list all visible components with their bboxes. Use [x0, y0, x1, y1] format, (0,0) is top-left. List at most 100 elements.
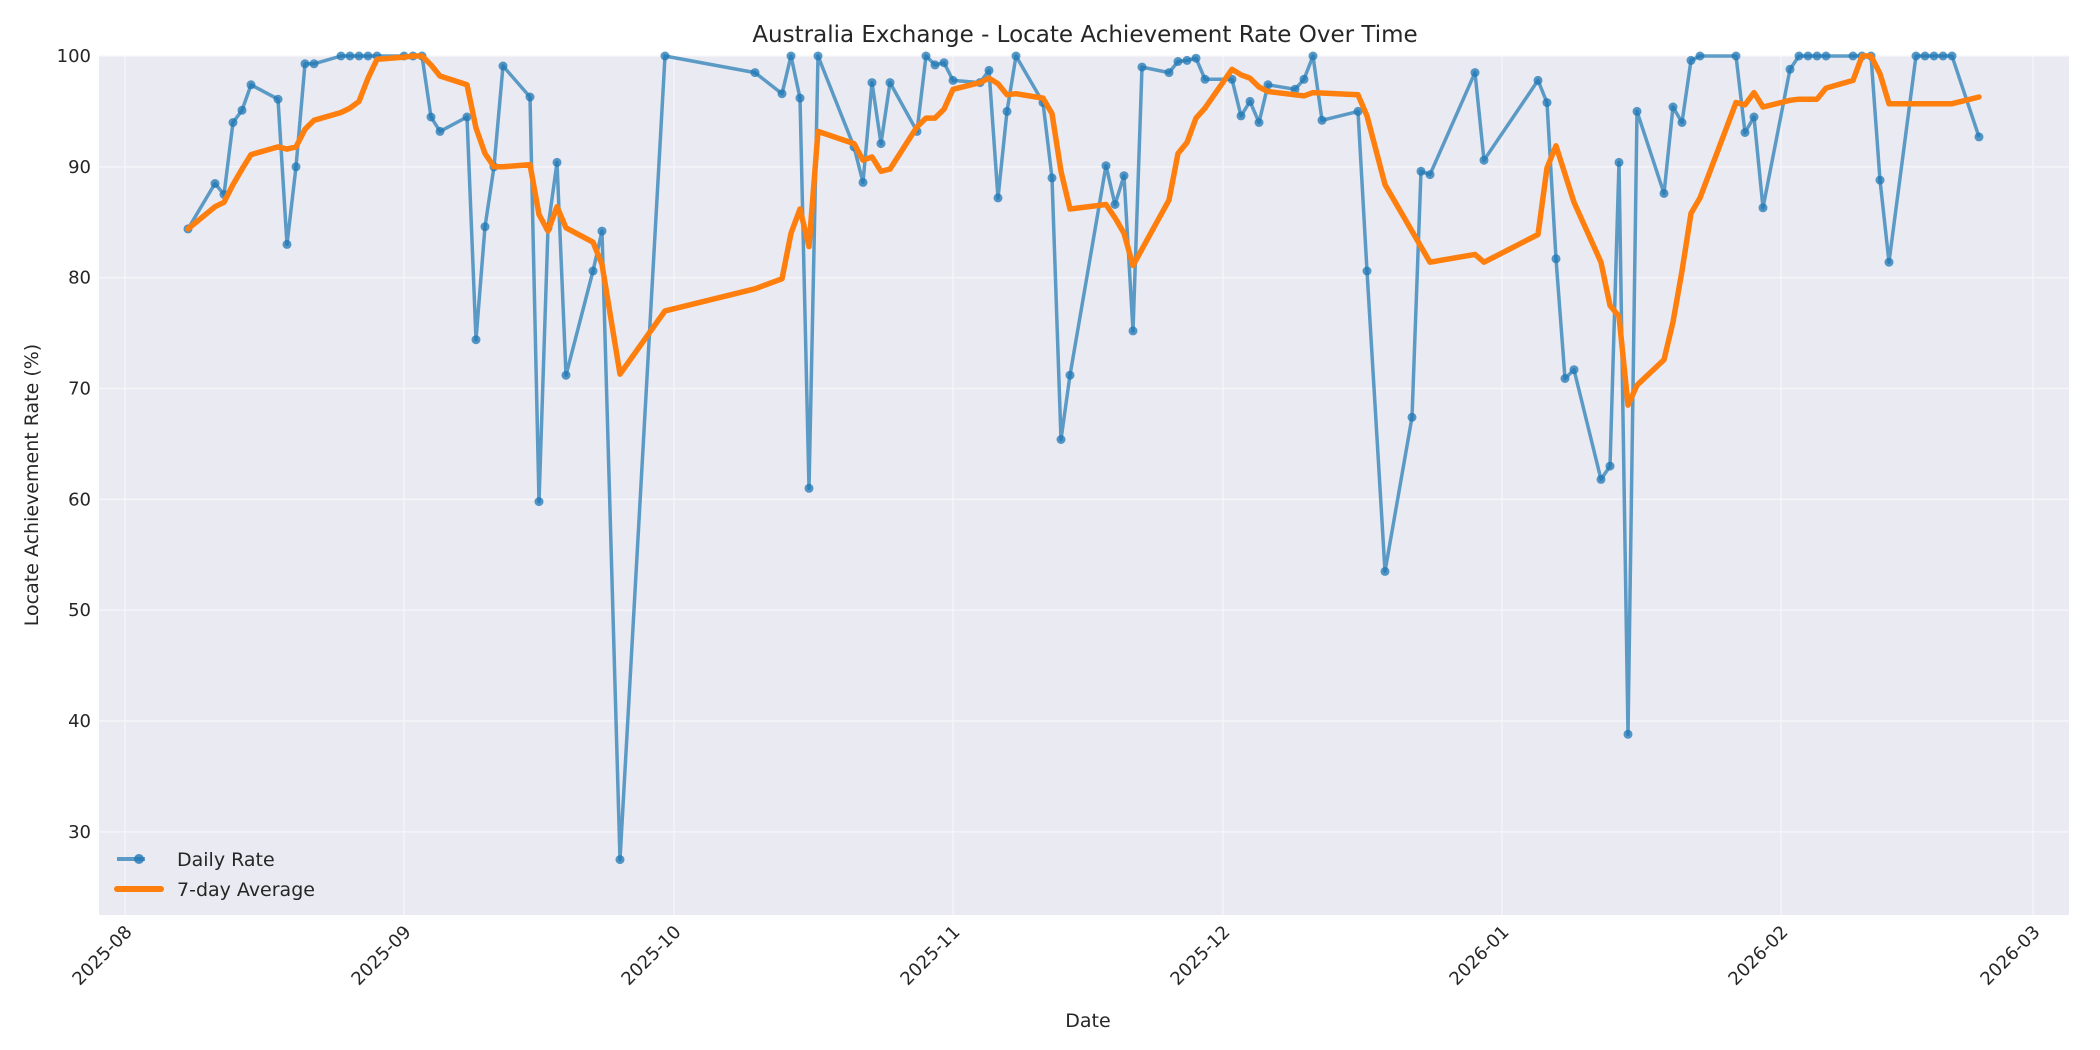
daily-rate-marker: [480, 222, 490, 232]
daily-rate-marker: [993, 193, 1003, 203]
x-axis-label: Date: [1065, 1010, 1110, 1032]
x-tick-label: 2025-11: [896, 922, 964, 990]
daily-rate-marker: [885, 78, 895, 88]
daily-rate-marker: [237, 105, 247, 115]
chart-title: Australia Exchange - Locate Achievement …: [752, 22, 1417, 48]
daily-rate-marker: [804, 483, 814, 493]
daily-rate-marker: [660, 51, 670, 61]
daily-rate-marker: [1128, 326, 1138, 336]
daily-rate-marker: [462, 112, 472, 122]
daily-rate-marker: [1974, 132, 1984, 142]
y-tick-label: 80: [68, 268, 91, 289]
daily-rate-marker: [552, 157, 562, 167]
daily-rate-marker: [309, 59, 319, 69]
y-tick-label: 100: [57, 46, 91, 67]
y-axis-label: Locate Achievement Rate (%): [21, 344, 43, 626]
daily-rate-marker: [876, 139, 886, 149]
daily-rate-marker: [1749, 112, 1759, 122]
daily-rate-marker: [336, 51, 346, 61]
daily-rate-marker: [1884, 257, 1894, 267]
plot-area: [99, 56, 2069, 915]
x-tick-label: 2025-10: [617, 922, 685, 990]
daily-rate-marker: [1551, 254, 1561, 264]
daily-rate-marker: [561, 370, 571, 380]
daily-rate-marker: [1380, 566, 1390, 576]
daily-rate-marker: [1479, 155, 1489, 165]
x-axis-ticks: 2025-08 2025-09 2025-10 2025-11 2025-12 2026-…: [68, 922, 2044, 990]
daily-rate-marker: [1047, 173, 1057, 183]
daily-rate-marker: [1416, 166, 1426, 176]
daily-rate-marker: [597, 226, 607, 236]
daily-rate-marker: [1821, 51, 1831, 61]
daily-rate-marker: [795, 93, 805, 103]
daily-rate-marker: [1560, 374, 1570, 383]
daily-rate-marker: [1542, 98, 1552, 108]
daily-rate-marker: [363, 51, 373, 61]
daily-rate-marker: [1686, 55, 1696, 65]
y-tick-label: 50: [68, 600, 91, 621]
daily-rate-marker: [1317, 115, 1327, 125]
y-tick-label: 90: [68, 157, 91, 178]
daily-rate-marker: [228, 118, 238, 127]
daily-rate-marker: [534, 497, 544, 507]
daily-rate-marker: [1290, 84, 1300, 94]
daily-rate-marker: [1173, 57, 1183, 66]
daily-rate-marker: [1596, 474, 1606, 484]
daily-rate-marker: [273, 94, 283, 104]
daily-rate-marker: [1614, 157, 1624, 167]
daily-rate-marker: [1299, 74, 1309, 84]
daily-rate-marker: [1875, 175, 1885, 185]
daily-rate-marker: [1065, 370, 1075, 380]
daily-rate-marker: [1254, 118, 1264, 127]
daily-rate-marker: [1002, 106, 1012, 116]
daily-rate-marker: [1200, 74, 1210, 84]
daily-rate-marker: [1938, 51, 1948, 61]
daily-rate-marker: [1677, 118, 1687, 127]
daily-rate-marker: [1623, 729, 1633, 739]
legend: Daily Rate 7-day Average: [114, 849, 315, 901]
daily-rate-marker: [1425, 170, 1435, 180]
daily-rate-marker: [1308, 51, 1318, 61]
daily-rate-marker: [1605, 461, 1615, 471]
daily-rate-marker: [777, 89, 787, 99]
daily-rate-marker: [426, 112, 436, 122]
daily-rate-marker: [1668, 102, 1678, 112]
daily-rate-marker: [1632, 106, 1642, 116]
daily-rate-marker: [984, 65, 994, 75]
daily-rate-marker: [813, 51, 823, 61]
daily-rate-marker: [1812, 51, 1822, 61]
daily-rate-marker: [1920, 51, 1930, 61]
daily-rate-marker: [858, 177, 868, 187]
daily-rate-marker: [1182, 55, 1192, 65]
y-tick-label: 70: [68, 379, 91, 400]
seven-day-average-line: [185, 53, 1982, 408]
legend-item-7day-average: 7-day Average: [114, 879, 315, 901]
daily-rate-marker: [1263, 80, 1273, 90]
daily-rate-marker: [246, 80, 256, 90]
x-tick-label: 2026-01: [1445, 922, 1513, 990]
daily-rate-marker: [1470, 68, 1480, 78]
x-tick-label: 2025-12: [1166, 922, 1234, 990]
daily-rate-marker: [354, 51, 364, 61]
daily-rate-marker: [1758, 203, 1768, 213]
daily-rate-marker: [1569, 365, 1579, 375]
daily-rate-marker: [1947, 51, 1957, 61]
legend-item-daily-rate: Daily Rate: [117, 849, 275, 871]
daily-rate-marker: [1533, 75, 1543, 85]
daily-rate-marker: [1785, 64, 1795, 74]
daily-rate-marker: [1362, 266, 1372, 276]
daily-rate-marker: [939, 58, 949, 68]
daily-rate-marker: [282, 239, 292, 249]
daily-rate-marker: [1137, 62, 1147, 72]
x-tick-label: 2026-03: [1976, 922, 2044, 990]
y-tick-label: 40: [68, 711, 91, 732]
daily-rate-marker: [1056, 435, 1066, 444]
daily-rate-marker: [345, 51, 355, 61]
daily-rate-marker: [921, 51, 931, 61]
y-tick-label: 60: [68, 489, 91, 510]
daily-rate-marker: [1110, 200, 1120, 209]
x-tick-label: 2025-09: [347, 922, 415, 990]
series-lines: [183, 51, 1984, 865]
